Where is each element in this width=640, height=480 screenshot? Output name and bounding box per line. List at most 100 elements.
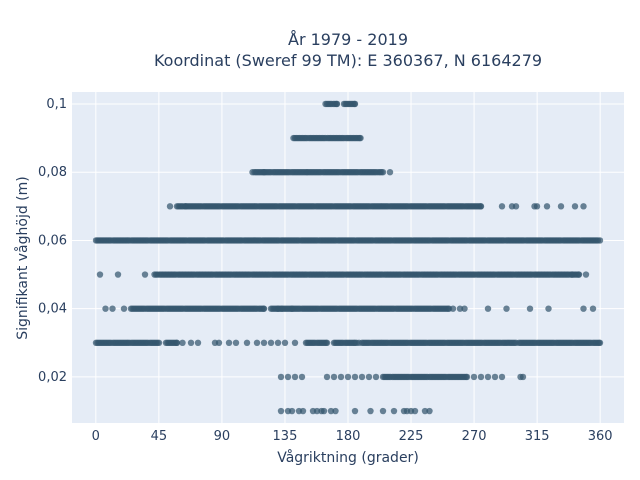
- data-point: [557, 203, 565, 210]
- data-point: [503, 305, 510, 312]
- y-axis-label: Signifikant våghöjd (m): [14, 176, 31, 339]
- data-point: [484, 305, 492, 312]
- data-point: [390, 407, 398, 415]
- data-point: [526, 305, 534, 312]
- chart-title-line1: År 1979 - 2019: [288, 30, 408, 49]
- data-point: [355, 339, 363, 347]
- y-tick-label: 0,06: [38, 233, 67, 248]
- data-point: [498, 203, 506, 210]
- data-point: [512, 203, 520, 210]
- data-point: [386, 168, 394, 176]
- data-point: [109, 305, 116, 312]
- data-point: [278, 305, 286, 312]
- data-point: [477, 203, 485, 210]
- data-point: [194, 339, 202, 347]
- data-point: [277, 407, 285, 415]
- x-tick-label: 180: [336, 429, 361, 444]
- y-tick-label: 0,04: [38, 302, 67, 317]
- data-point: [323, 373, 331, 381]
- data-point: [243, 339, 251, 347]
- data-point: [351, 100, 359, 108]
- data-point: [571, 203, 579, 210]
- data-point: [365, 373, 373, 381]
- data-point: [288, 305, 296, 312]
- data-point: [580, 203, 587, 210]
- data-point: [277, 373, 285, 381]
- data-point: [173, 339, 181, 347]
- data-point: [580, 305, 587, 312]
- data-point: [367, 407, 374, 415]
- data-point: [182, 203, 189, 210]
- data-point: [337, 373, 345, 381]
- data-point: [491, 373, 499, 381]
- data-point: [411, 407, 419, 415]
- data-point: [575, 271, 583, 278]
- data-point: [327, 407, 335, 415]
- data-point: [379, 168, 387, 176]
- data-point: [313, 407, 321, 415]
- data-point: [102, 305, 109, 312]
- x-tick-label: 225: [399, 429, 424, 444]
- data-point: [260, 168, 268, 176]
- data-point: [260, 339, 268, 347]
- data-point: [484, 373, 492, 381]
- x-tick-label: 315: [525, 429, 550, 444]
- data-point: [291, 373, 299, 381]
- scatter-points: [92, 100, 604, 415]
- y-axis-ticks: 0,02 0,04 0,06 0,08 0,1: [38, 97, 67, 385]
- x-tick-label: 90: [214, 429, 231, 444]
- data-point: [299, 407, 307, 415]
- x-tick-label: 360: [588, 429, 613, 444]
- data-point: [141, 271, 149, 278]
- data-point: [589, 305, 597, 312]
- data-point: [533, 203, 541, 210]
- data-point: [288, 407, 296, 415]
- data-point: [120, 305, 128, 312]
- data-point: [596, 339, 604, 347]
- data-point: [187, 339, 195, 347]
- data-point: [114, 271, 122, 278]
- data-point: [284, 373, 292, 381]
- data-point: [379, 407, 387, 415]
- data-point: [498, 373, 506, 381]
- chart-title-line2: Koordinat (Sweref 99 TM): E 360367, N 61…: [154, 51, 542, 70]
- x-tick-label: 45: [151, 429, 168, 444]
- data-point: [332, 407, 339, 415]
- y-tick-label: 0,02: [38, 370, 67, 385]
- data-point: [320, 407, 328, 415]
- data-point: [96, 271, 104, 278]
- data-point: [596, 237, 604, 244]
- data-point: [351, 373, 359, 381]
- data-point: [253, 339, 261, 347]
- data-point: [333, 100, 341, 108]
- data-point: [449, 305, 457, 312]
- data-point: [515, 339, 523, 347]
- y-tick-label: 0,08: [38, 165, 67, 180]
- data-point: [323, 339, 331, 347]
- data-point: [358, 373, 366, 381]
- data-point: [582, 271, 590, 278]
- data-point: [461, 305, 468, 312]
- data-point: [545, 305, 552, 312]
- data-point: [568, 271, 576, 278]
- data-point: [357, 134, 364, 142]
- data-point: [372, 373, 380, 381]
- data-point: [519, 373, 527, 381]
- data-point: [421, 407, 429, 415]
- data-point: [298, 373, 306, 381]
- x-tick-label: 0: [92, 429, 100, 444]
- data-point: [260, 305, 268, 312]
- data-point: [267, 339, 275, 347]
- data-point: [155, 339, 163, 347]
- data-point: [426, 407, 433, 415]
- data-point: [477, 373, 485, 381]
- data-point: [543, 203, 551, 210]
- data-point: [232, 339, 240, 347]
- data-point: [344, 373, 352, 381]
- data-point: [291, 339, 299, 347]
- x-axis-label: Vågriktning (grader): [277, 449, 419, 466]
- data-point: [281, 339, 289, 347]
- data-point: [330, 373, 338, 381]
- data-point: [166, 203, 174, 210]
